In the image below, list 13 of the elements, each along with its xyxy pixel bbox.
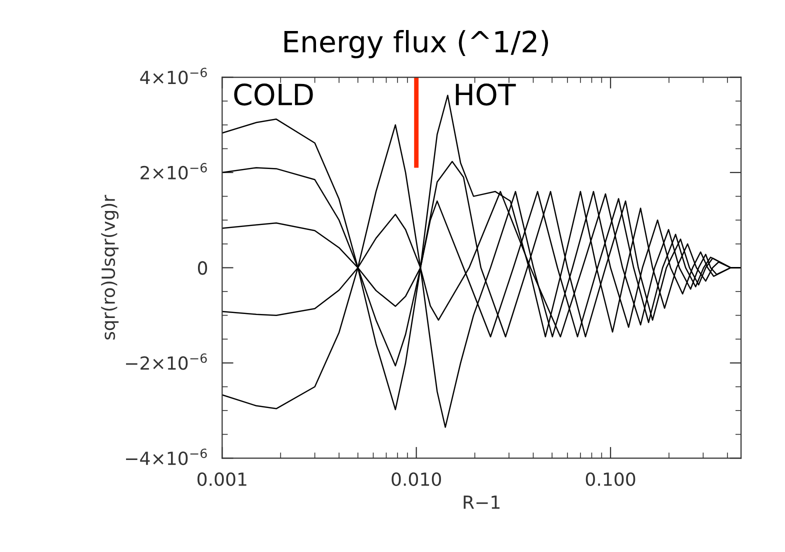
- y-tick-label: −4×10$^{−6}$: [126, 448, 207, 466]
- x-tick-label: 0.010: [392, 472, 441, 486]
- x-tick-label: 0.100: [586, 472, 636, 486]
- y-tick-label: 0: [198, 261, 208, 275]
- y-tick-label: 4×10$^{−6}$: [140, 68, 207, 84]
- x-tick-label: 0.001: [198, 472, 246, 486]
- y-axis-title: sqr(ro)Usqr(vg)r: [101, 194, 119, 340]
- y-tick-label: −2×10$^{−6}$: [126, 353, 207, 370]
- y-tick-label: 2×10$^{−6}$: [140, 162, 207, 180]
- x-axis-title: R−1: [464, 496, 500, 509]
- annotation: COLD: [234, 84, 313, 106]
- annotation: HOT: [456, 84, 516, 106]
- chart-title: Energy flux (^1/2): [284, 30, 548, 58]
